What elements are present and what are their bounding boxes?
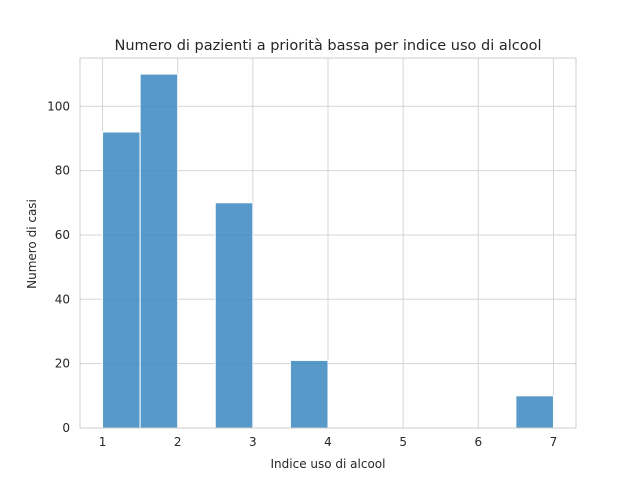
histogram-bar: [289, 359, 329, 429]
bars: [102, 73, 554, 429]
histogram-bar: [102, 131, 141, 429]
x-tick-label: 6: [474, 435, 482, 449]
histogram-bar: [214, 202, 254, 429]
x-tick-label: 3: [249, 435, 257, 449]
x-tick-label: 7: [550, 435, 558, 449]
y-tick-label: 80: [55, 164, 70, 178]
x-tick-label: 2: [174, 435, 182, 449]
x-tick-label: 1: [99, 435, 107, 449]
y-tick-label: 60: [55, 228, 70, 242]
histogram-bar: [139, 73, 179, 429]
x-axis-ticks: 1 2 3 4 5 6 7: [99, 435, 558, 449]
x-axis-label: Indice uso di alcool: [271, 457, 386, 471]
x-tick-label: 5: [399, 435, 407, 449]
y-tick-label: 0: [62, 421, 70, 435]
y-axis-label: Numero di casi: [25, 199, 39, 289]
y-axis-ticks: 0 20 40 60 80 100: [47, 99, 70, 435]
plot-frame: [79, 57, 577, 429]
histogram-bar: [515, 395, 554, 429]
y-tick-label: 20: [55, 357, 70, 371]
chart-title: Numero di pazienti a priorità bassa per …: [114, 38, 541, 54]
x-tick-label: 4: [324, 435, 332, 449]
y-tick-label: 100: [47, 99, 70, 113]
y-tick-label: 40: [55, 292, 70, 306]
